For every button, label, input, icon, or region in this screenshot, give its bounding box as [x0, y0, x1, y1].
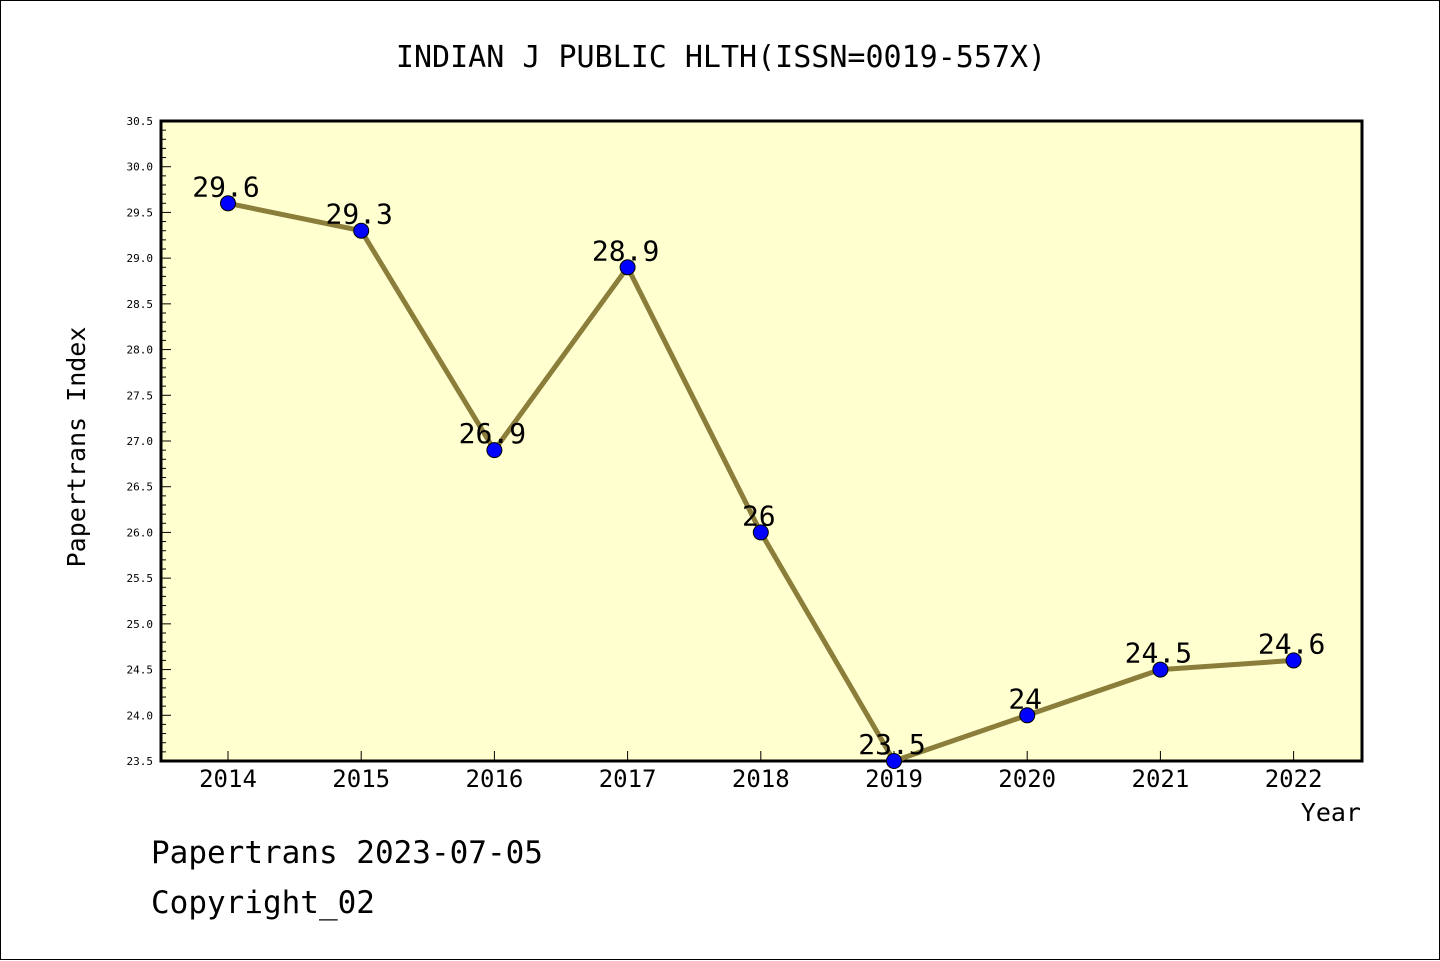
y-axis-ticks	[161, 120, 171, 762]
footer-copyright-text: Copyright_02	[151, 885, 375, 921]
y-axis-label: Papertrans Index	[62, 327, 91, 568]
x-tick-label: 2017	[599, 765, 657, 793]
x-tick-label: 2021	[1132, 765, 1190, 793]
data-point	[220, 195, 236, 212]
data-point	[886, 753, 902, 769]
y-tick-label: 24.5	[127, 664, 154, 677]
data-label: 24.6	[1258, 627, 1325, 660]
x-axis-tick-labels: 2014 2015 2016 2017 2018 2019 2020 2021 2022	[199, 765, 1322, 793]
data-label: 24.5	[1125, 637, 1192, 670]
y-tick-label: 28.0	[127, 344, 154, 357]
data-label: 29.6	[192, 170, 259, 203]
data-label: 29.3	[325, 198, 392, 231]
data-point	[1019, 707, 1036, 724]
x-axis-label: Year	[1301, 798, 1361, 827]
x-tick-label: 2020	[998, 765, 1056, 793]
data-point	[1285, 652, 1302, 669]
x-tick-label: 2022	[1265, 765, 1323, 793]
y-tick-label: 23.5	[127, 755, 154, 768]
x-tick-label: 2019	[865, 765, 923, 793]
y-tick-label: 26.5	[127, 481, 154, 494]
x-tick-label: 2016	[466, 765, 524, 793]
y-tick-label: 29.0	[127, 252, 154, 265]
y-tick-label: 27.5	[127, 389, 154, 402]
y-axis-tick-labels: 23.5 24.0 24.5 25.0 25.5 26.0 26.5 27.0 27.5 28.0…	[127, 115, 154, 768]
x-tick-label: 2014	[199, 765, 257, 793]
data-labels: 29.6 29.3 26.9 28.9 26 23.5 24 24.5 24.6	[192, 170, 1325, 761]
data-point	[486, 442, 503, 459]
data-label: 26.9	[459, 417, 526, 450]
y-tick-label: 29.5	[127, 206, 154, 219]
data-label: 28.9	[592, 234, 659, 267]
y-tick-label: 30.5	[127, 115, 154, 128]
x-tick-label: 2018	[732, 765, 790, 793]
y-tick-label: 30.0	[127, 161, 154, 174]
data-label: 24	[1008, 682, 1042, 715]
y-tick-label: 25.5	[127, 572, 154, 585]
data-point	[619, 259, 636, 276]
chart-title: INDIAN J PUBLIC HLTH(ISSN=0019-557X)	[396, 40, 1046, 75]
y-tick-label: 28.5	[127, 298, 154, 311]
footer-date-text: Papertrans 2023-07-05	[151, 835, 543, 871]
x-tick-label: 2015	[332, 765, 390, 793]
y-tick-label: 24.0	[127, 709, 154, 722]
data-point	[353, 222, 370, 239]
data-point	[1152, 661, 1169, 678]
y-tick-label: 26.0	[127, 526, 154, 539]
data-point	[752, 524, 769, 541]
data-label: 26	[742, 499, 776, 532]
data-label: 23.5	[858, 728, 925, 761]
y-tick-label: 25.0	[127, 618, 154, 631]
data-markers	[220, 195, 1302, 769]
y-tick-label: 27.0	[127, 435, 154, 448]
x-axis-ticks	[227, 751, 1295, 761]
